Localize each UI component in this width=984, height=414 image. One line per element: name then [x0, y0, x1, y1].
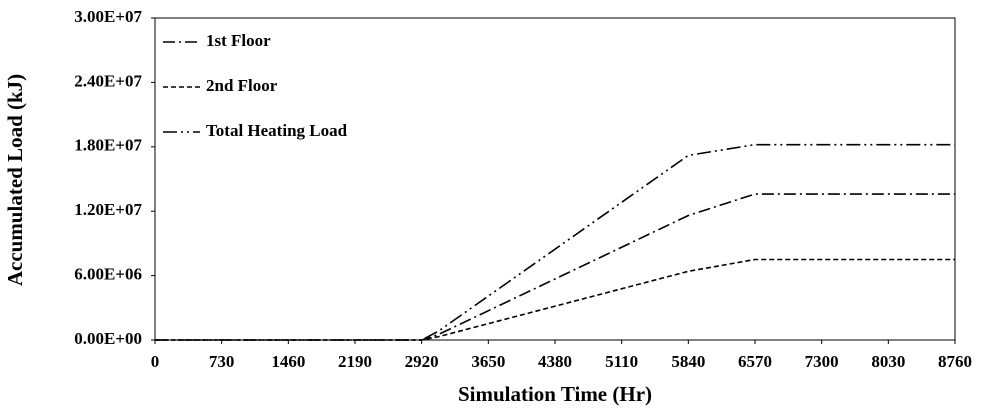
x-tick-label: 8030	[871, 352, 905, 371]
x-tick-label: 1460	[271, 352, 305, 371]
x-tick-label: 3650	[471, 352, 505, 371]
x-tick-label: 4380	[538, 352, 572, 371]
x-tick-label: 8760	[938, 352, 972, 371]
x-tick-label: 7300	[805, 352, 839, 371]
x-tick-label: 5110	[605, 352, 638, 371]
legend-label: Total Heating Load	[206, 121, 348, 140]
y-tick-label: 1.80E+07	[74, 136, 142, 155]
x-tick-label: 0	[151, 352, 160, 371]
y-tick-label: 3.00E+07	[74, 7, 142, 26]
x-tick-label: 5840	[671, 352, 705, 371]
series-line	[155, 193, 955, 341]
legend-label: 1st Floor	[206, 31, 271, 50]
y-tick-label: 1.20E+07	[74, 200, 142, 219]
x-tick-label: 6570	[738, 352, 772, 371]
legend-label: 2nd Floor	[206, 76, 278, 95]
series-line	[155, 143, 955, 341]
plot-frame	[154, 17, 956, 341]
y-tick-label: 2.40E+07	[74, 71, 142, 90]
y-axis-title: Accumulated Load (kJ)	[3, 74, 27, 286]
x-tick-label: 2920	[405, 352, 439, 371]
y-tick-label: 0.00E+00	[74, 329, 142, 348]
x-tick-label: 730	[209, 352, 235, 371]
y-tick-label: 6.00E+06	[74, 265, 142, 284]
x-tick-label: 2190	[338, 352, 372, 371]
series-line	[155, 258, 955, 341]
x-axis-title: Simulation Time (Hr)	[458, 382, 652, 406]
